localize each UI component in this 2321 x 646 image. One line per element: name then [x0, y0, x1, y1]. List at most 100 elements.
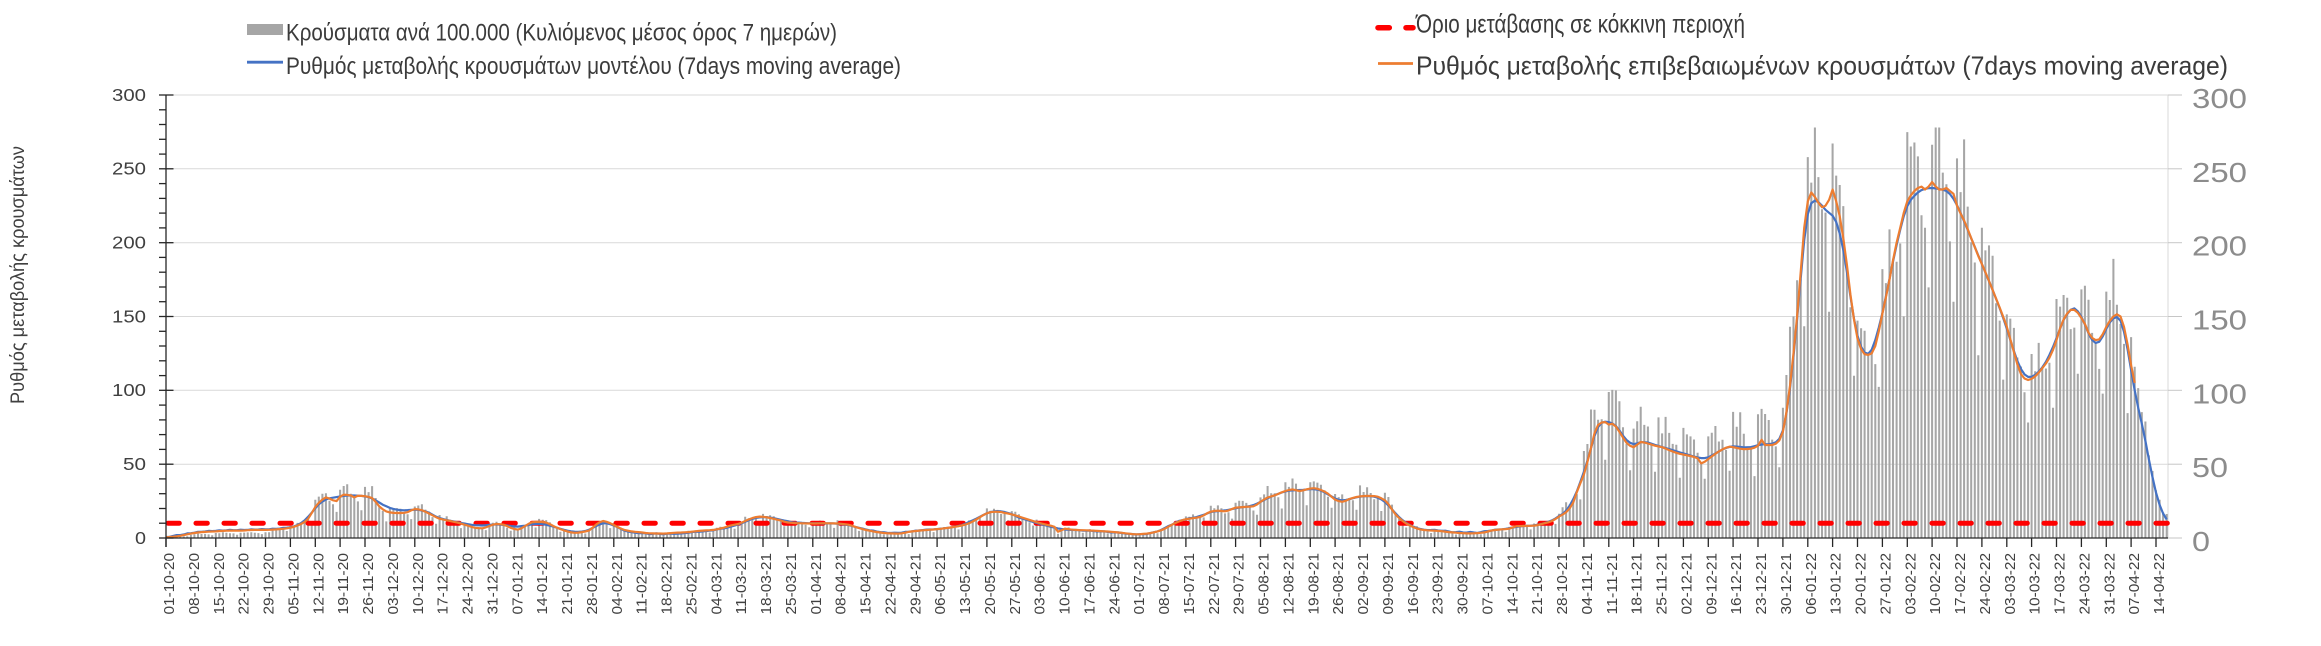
svg-text:26-08-21: 26-08-21: [1330, 553, 1347, 615]
svg-text:0: 0: [135, 528, 146, 548]
svg-text:26-11-20: 26-11-20: [360, 553, 377, 615]
svg-text:02-12-21: 02-12-21: [1678, 553, 1695, 615]
svg-text:05-11-20: 05-11-20: [285, 553, 302, 615]
svg-text:08-10-20: 08-10-20: [186, 553, 203, 615]
svg-text:24-06-21: 24-06-21: [1106, 553, 1123, 615]
svg-text:150: 150: [2192, 305, 2247, 336]
svg-text:29-10-20: 29-10-20: [261, 553, 278, 615]
svg-text:17-03-22: 17-03-22: [2052, 553, 2069, 615]
svg-text:Ρυθμός μεταβολής επιβεβαιωμένω: Ρυθμός μεταβολής επιβεβαιωμένων κρουσμάτ…: [1416, 50, 2228, 80]
svg-text:30-09-21: 30-09-21: [1455, 553, 1472, 615]
svg-text:01-10-20: 01-10-20: [161, 553, 178, 615]
svg-text:14-01-21: 14-01-21: [534, 553, 551, 615]
svg-text:15-04-21: 15-04-21: [858, 553, 875, 615]
svg-text:08-04-21: 08-04-21: [833, 553, 850, 615]
svg-text:0: 0: [2192, 526, 2210, 557]
svg-text:13-05-21: 13-05-21: [957, 553, 974, 615]
svg-text:02-09-21: 02-09-21: [1355, 553, 1372, 615]
svg-text:21-10-21: 21-10-21: [1529, 553, 1546, 615]
svg-text:25-02-21: 25-02-21: [683, 553, 700, 615]
svg-text:100: 100: [2192, 378, 2247, 409]
svg-text:250: 250: [2192, 157, 2247, 188]
svg-text:19-11-20: 19-11-20: [335, 553, 352, 615]
svg-text:28-01-21: 28-01-21: [584, 553, 601, 615]
svg-text:15-10-20: 15-10-20: [211, 553, 228, 615]
svg-text:22-07-21: 22-07-21: [1206, 553, 1223, 615]
svg-text:19-08-21: 19-08-21: [1305, 553, 1322, 615]
svg-text:100: 100: [112, 380, 146, 400]
svg-text:27-01-22: 27-01-22: [1877, 553, 1894, 615]
svg-text:29-04-21: 29-04-21: [907, 553, 924, 615]
svg-text:200: 200: [112, 233, 146, 253]
svg-text:10-02-22: 10-02-22: [1927, 553, 1944, 615]
svg-text:16-12-21: 16-12-21: [1728, 553, 1745, 615]
svg-text:03-12-20: 03-12-20: [385, 553, 402, 615]
svg-text:04-02-21: 04-02-21: [609, 553, 626, 615]
svg-text:07-04-22: 07-04-22: [2126, 553, 2143, 615]
svg-text:24-12-20: 24-12-20: [460, 553, 477, 615]
svg-text:04-11-21: 04-11-21: [1579, 553, 1596, 615]
svg-text:50: 50: [2192, 452, 2228, 483]
svg-text:11-11-21: 11-11-21: [1604, 553, 1621, 615]
svg-text:03-02-22: 03-02-22: [1902, 553, 1919, 615]
svg-text:31-03-22: 31-03-22: [2101, 553, 2118, 615]
svg-text:05-08-21: 05-08-21: [1256, 553, 1273, 615]
svg-text:06-01-22: 06-01-22: [1803, 553, 1820, 615]
svg-text:25-03-21: 25-03-21: [783, 553, 800, 615]
svg-text:22-10-20: 22-10-20: [236, 553, 253, 615]
svg-text:13-01-22: 13-01-22: [1828, 553, 1845, 615]
svg-text:Ρυθμός μεταβολής κρουσμάτων: Ρυθμός μεταβολής κρουσμάτων: [8, 146, 29, 404]
svg-text:14-04-22: 14-04-22: [2151, 553, 2168, 615]
svg-text:03-06-21: 03-06-21: [1032, 553, 1049, 615]
svg-text:25-11-21: 25-11-21: [1654, 553, 1671, 615]
svg-text:23-09-21: 23-09-21: [1430, 553, 1447, 615]
svg-text:Όριο μετάβασης σε κόκκινη περι: Όριο μετάβασης σε κόκκινη περιοχή: [1415, 9, 1745, 39]
svg-text:22-04-21: 22-04-21: [882, 553, 899, 615]
svg-text:Ρυθμός μεταβολής κρουσμάτων μο: Ρυθμός μεταβολής κρουσμάτων μοντέλου (7d…: [286, 53, 901, 80]
svg-text:11-02-21: 11-02-21: [634, 553, 651, 615]
svg-text:17-02-22: 17-02-22: [1952, 553, 1969, 615]
svg-text:10-03-22: 10-03-22: [2027, 553, 2044, 615]
svg-text:10-12-20: 10-12-20: [410, 553, 427, 615]
svg-text:31-12-20: 31-12-20: [484, 553, 501, 615]
svg-text:24-02-22: 24-02-22: [1977, 553, 1994, 615]
svg-text:10-06-21: 10-06-21: [1057, 553, 1074, 615]
svg-text:15-07-21: 15-07-21: [1181, 553, 1198, 615]
svg-text:18-03-21: 18-03-21: [758, 553, 775, 615]
svg-text:Κρούσματα ανά 100.000 (Κυλιόμε: Κρούσματα ανά 100.000 (Κυλιόμενος μέσος …: [286, 19, 837, 46]
svg-text:17-12-20: 17-12-20: [435, 553, 452, 615]
svg-text:16-09-21: 16-09-21: [1405, 553, 1422, 615]
svg-text:17-06-21: 17-06-21: [1081, 553, 1098, 615]
svg-text:200: 200: [2192, 231, 2247, 262]
svg-text:08-07-21: 08-07-21: [1156, 553, 1173, 615]
svg-text:01-07-21: 01-07-21: [1131, 553, 1148, 615]
svg-text:50: 50: [123, 454, 146, 474]
svg-text:04-03-21: 04-03-21: [708, 553, 725, 615]
svg-text:01-04-21: 01-04-21: [808, 553, 825, 615]
svg-text:23-12-21: 23-12-21: [1753, 553, 1770, 615]
svg-text:03-03-22: 03-03-22: [2002, 553, 2019, 615]
svg-text:300: 300: [2192, 83, 2247, 114]
svg-text:27-05-21: 27-05-21: [1007, 553, 1024, 615]
svg-text:28-10-21: 28-10-21: [1554, 553, 1571, 615]
svg-text:12-11-20: 12-11-20: [310, 553, 327, 615]
svg-text:300: 300: [112, 85, 146, 105]
svg-text:250: 250: [112, 159, 146, 179]
svg-text:14-10-21: 14-10-21: [1504, 553, 1521, 615]
svg-text:21-01-21: 21-01-21: [559, 553, 576, 615]
svg-text:30-12-21: 30-12-21: [1778, 553, 1795, 615]
svg-text:20-01-22: 20-01-22: [1853, 553, 1870, 615]
svg-text:18-11-21: 18-11-21: [1629, 553, 1646, 615]
svg-text:12-08-21: 12-08-21: [1280, 553, 1297, 615]
svg-text:07-01-21: 07-01-21: [509, 553, 526, 615]
svg-text:09-12-21: 09-12-21: [1703, 553, 1720, 615]
svg-text:29-07-21: 29-07-21: [1231, 553, 1248, 615]
svg-text:09-09-21: 09-09-21: [1380, 553, 1397, 615]
svg-text:20-05-21: 20-05-21: [982, 553, 999, 615]
svg-text:06-05-21: 06-05-21: [932, 553, 949, 615]
svg-text:11-03-21: 11-03-21: [733, 553, 750, 615]
svg-text:18-02-21: 18-02-21: [659, 553, 676, 615]
svg-text:150: 150: [112, 306, 146, 326]
svg-text:24-03-22: 24-03-22: [2076, 553, 2093, 615]
svg-text:07-10-21: 07-10-21: [1479, 553, 1496, 615]
